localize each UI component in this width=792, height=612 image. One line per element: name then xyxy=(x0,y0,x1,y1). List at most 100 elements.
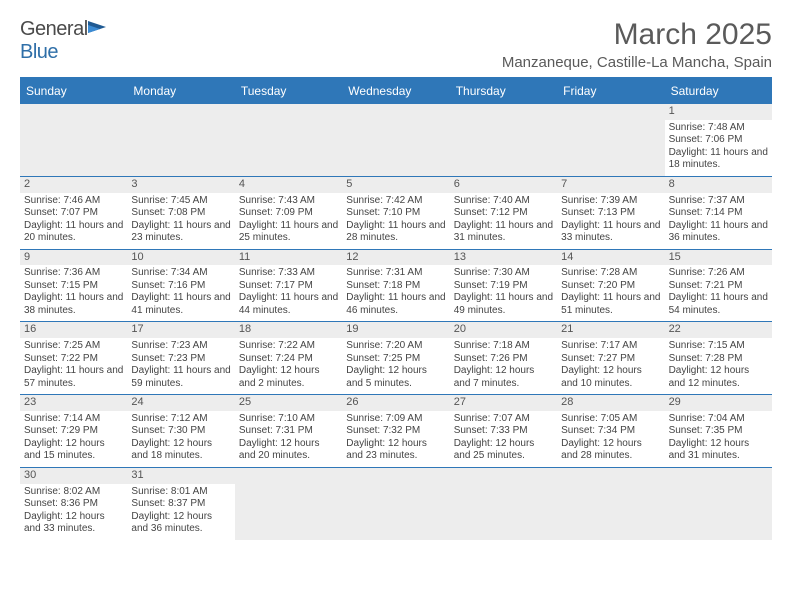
sunset-text: Sunset: 7:30 PM xyxy=(131,425,230,438)
day-number: 23 xyxy=(20,395,127,411)
calendar: SundayMondayTuesdayWednesdayThursdayFrid… xyxy=(20,77,772,540)
day-number: 10 xyxy=(127,250,234,266)
sunset-text: Sunset: 7:13 PM xyxy=(561,207,660,220)
sunset-text: Sunset: 7:21 PM xyxy=(669,280,768,293)
logo: General Blue xyxy=(20,18,108,64)
flag-icon xyxy=(88,19,108,35)
sunset-text: Sunset: 7:28 PM xyxy=(669,353,768,366)
sunset-text: Sunset: 7:29 PM xyxy=(24,425,123,438)
logo-text-blue: Blue xyxy=(20,41,58,63)
calendar-cell: 23Sunrise: 7:14 AMSunset: 7:29 PMDayligh… xyxy=(20,394,127,467)
day-number: 7 xyxy=(557,177,664,193)
daylight-text: Daylight: 12 hours and 2 minutes. xyxy=(239,365,338,390)
daylight-text: Daylight: 11 hours and 20 minutes. xyxy=(24,220,123,245)
sunset-text: Sunset: 7:25 PM xyxy=(346,353,445,366)
calendar-cell: 28Sunrise: 7:05 AMSunset: 7:34 PMDayligh… xyxy=(557,394,664,467)
calendar-cell: 21Sunrise: 7:17 AMSunset: 7:27 PMDayligh… xyxy=(557,321,664,394)
day-header-cell: Friday xyxy=(557,79,664,103)
title-block: March 2025 Manzaneque, Castille-La Manch… xyxy=(502,18,772,71)
daylight-text: Daylight: 11 hours and 57 minutes. xyxy=(24,365,123,390)
sunrise-text: Sunrise: 7:09 AM xyxy=(346,413,445,426)
day-number: 19 xyxy=(342,322,449,338)
day-number: 2 xyxy=(20,177,127,193)
daylight-text: Daylight: 11 hours and 59 minutes. xyxy=(131,365,230,390)
calendar-cell: 31Sunrise: 8:01 AMSunset: 8:37 PMDayligh… xyxy=(127,467,234,540)
day-header-cell: Tuesday xyxy=(235,79,342,103)
sunrise-text: Sunrise: 7:15 AM xyxy=(669,340,768,353)
sunset-text: Sunset: 7:10 PM xyxy=(346,207,445,220)
sunrise-text: Sunrise: 7:10 AM xyxy=(239,413,338,426)
daylight-text: Daylight: 12 hours and 20 minutes. xyxy=(239,438,338,463)
sunset-text: Sunset: 8:37 PM xyxy=(131,498,230,511)
day-number: 11 xyxy=(235,250,342,266)
calendar-cell: 19Sunrise: 7:20 AMSunset: 7:25 PMDayligh… xyxy=(342,321,449,394)
calendar-cell: 12Sunrise: 7:31 AMSunset: 7:18 PMDayligh… xyxy=(342,249,449,322)
daylight-text: Daylight: 11 hours and 33 minutes. xyxy=(561,220,660,245)
calendar-cell: 1Sunrise: 7:48 AMSunset: 7:06 PMDaylight… xyxy=(665,103,772,176)
daylight-text: Daylight: 12 hours and 28 minutes. xyxy=(561,438,660,463)
day-number: 8 xyxy=(665,177,772,193)
calendar-week: 16Sunrise: 7:25 AMSunset: 7:22 PMDayligh… xyxy=(20,321,772,394)
sunrise-text: Sunrise: 7:30 AM xyxy=(454,267,553,280)
sunset-text: Sunset: 7:31 PM xyxy=(239,425,338,438)
sunrise-text: Sunrise: 8:02 AM xyxy=(24,486,123,499)
sunrise-text: Sunrise: 7:28 AM xyxy=(561,267,660,280)
day-header-cell: Sunday xyxy=(20,79,127,103)
day-number: 3 xyxy=(127,177,234,193)
calendar-cell-empty xyxy=(127,103,234,176)
calendar-cell: 29Sunrise: 7:04 AMSunset: 7:35 PMDayligh… xyxy=(665,394,772,467)
calendar-cell: 30Sunrise: 8:02 AMSunset: 8:36 PMDayligh… xyxy=(20,467,127,540)
calendar-cell: 11Sunrise: 7:33 AMSunset: 7:17 PMDayligh… xyxy=(235,249,342,322)
location-text: Manzaneque, Castille-La Mancha, Spain xyxy=(502,54,772,71)
calendar-week: 1Sunrise: 7:48 AMSunset: 7:06 PMDaylight… xyxy=(20,103,772,176)
calendar-cell: 6Sunrise: 7:40 AMSunset: 7:12 PMDaylight… xyxy=(450,176,557,249)
sunset-text: Sunset: 7:16 PM xyxy=(131,280,230,293)
daylight-text: Daylight: 12 hours and 10 minutes. xyxy=(561,365,660,390)
day-number: 24 xyxy=(127,395,234,411)
calendar-cell: 2Sunrise: 7:46 AMSunset: 7:07 PMDaylight… xyxy=(20,176,127,249)
sunrise-text: Sunrise: 7:07 AM xyxy=(454,413,553,426)
day-number: 21 xyxy=(557,322,664,338)
calendar-cell: 13Sunrise: 7:30 AMSunset: 7:19 PMDayligh… xyxy=(450,249,557,322)
sunrise-text: Sunrise: 7:31 AM xyxy=(346,267,445,280)
sunset-text: Sunset: 7:17 PM xyxy=(239,280,338,293)
daylight-text: Daylight: 11 hours and 18 minutes. xyxy=(669,147,768,172)
sunrise-text: Sunrise: 7:45 AM xyxy=(131,195,230,208)
calendar-cell: 24Sunrise: 7:12 AMSunset: 7:30 PMDayligh… xyxy=(127,394,234,467)
daylight-text: Daylight: 12 hours and 33 minutes. xyxy=(24,511,123,536)
calendar-cell: 22Sunrise: 7:15 AMSunset: 7:28 PMDayligh… xyxy=(665,321,772,394)
calendar-cell: 20Sunrise: 7:18 AMSunset: 7:26 PMDayligh… xyxy=(450,321,557,394)
day-number: 20 xyxy=(450,322,557,338)
calendar-cell: 5Sunrise: 7:42 AMSunset: 7:10 PMDaylight… xyxy=(342,176,449,249)
daylight-text: Daylight: 12 hours and 31 minutes. xyxy=(669,438,768,463)
sunrise-text: Sunrise: 7:26 AM xyxy=(669,267,768,280)
sunrise-text: Sunrise: 7:33 AM xyxy=(239,267,338,280)
day-number: 13 xyxy=(450,250,557,266)
daylight-text: Daylight: 11 hours and 41 minutes. xyxy=(131,292,230,317)
sunset-text: Sunset: 7:12 PM xyxy=(454,207,553,220)
sunrise-text: Sunrise: 7:34 AM xyxy=(131,267,230,280)
daylight-text: Daylight: 12 hours and 15 minutes. xyxy=(24,438,123,463)
day-number: 1 xyxy=(665,104,772,120)
day-number: 22 xyxy=(665,322,772,338)
sunrise-text: Sunrise: 7:39 AM xyxy=(561,195,660,208)
daylight-text: Daylight: 11 hours and 38 minutes. xyxy=(24,292,123,317)
daylight-text: Daylight: 11 hours and 54 minutes. xyxy=(669,292,768,317)
sunrise-text: Sunrise: 7:36 AM xyxy=(24,267,123,280)
sunrise-text: Sunrise: 7:05 AM xyxy=(561,413,660,426)
daylight-text: Daylight: 12 hours and 18 minutes. xyxy=(131,438,230,463)
calendar-cell: 25Sunrise: 7:10 AMSunset: 7:31 PMDayligh… xyxy=(235,394,342,467)
daylight-text: Daylight: 12 hours and 7 minutes. xyxy=(454,365,553,390)
day-header-row: SundayMondayTuesdayWednesdayThursdayFrid… xyxy=(20,79,772,103)
calendar-cell: 17Sunrise: 7:23 AMSunset: 7:23 PMDayligh… xyxy=(127,321,234,394)
sunset-text: Sunset: 7:09 PM xyxy=(239,207,338,220)
sunrise-text: Sunrise: 7:25 AM xyxy=(24,340,123,353)
day-header-cell: Monday xyxy=(127,79,234,103)
sunrise-text: Sunrise: 7:04 AM xyxy=(669,413,768,426)
daylight-text: Daylight: 12 hours and 23 minutes. xyxy=(346,438,445,463)
calendar-cell: 26Sunrise: 7:09 AMSunset: 7:32 PMDayligh… xyxy=(342,394,449,467)
calendar-cell: 4Sunrise: 7:43 AMSunset: 7:09 PMDaylight… xyxy=(235,176,342,249)
sunset-text: Sunset: 7:22 PM xyxy=(24,353,123,366)
sunset-text: Sunset: 7:19 PM xyxy=(454,280,553,293)
daylight-text: Daylight: 11 hours and 46 minutes. xyxy=(346,292,445,317)
